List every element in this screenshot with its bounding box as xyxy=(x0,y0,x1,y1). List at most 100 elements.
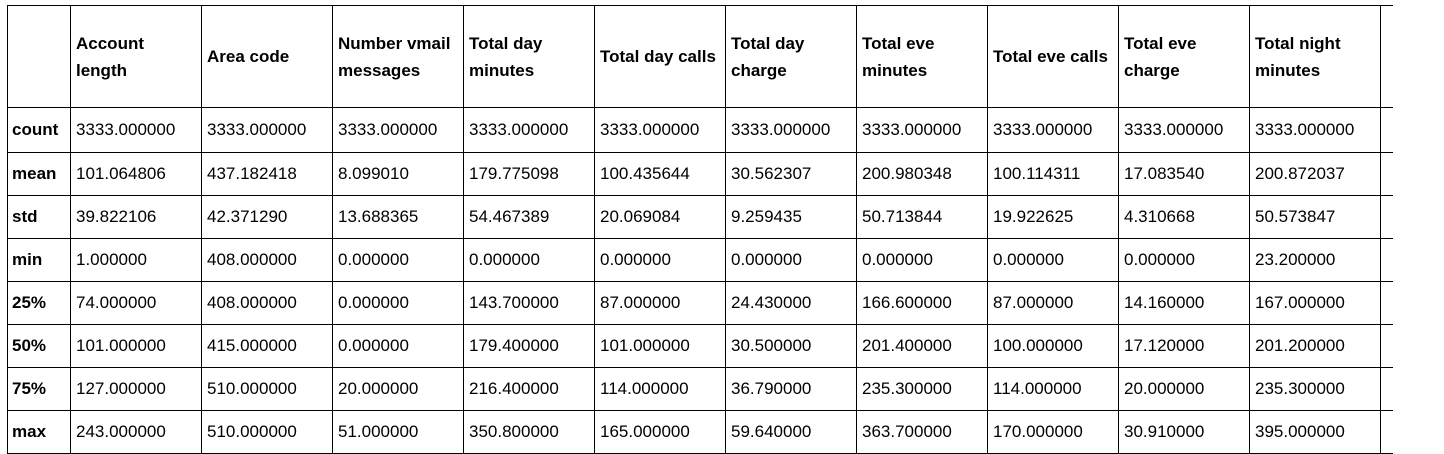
table-cell: 30.562307 xyxy=(725,152,857,196)
table-cell: 0.000000 xyxy=(1118,238,1250,282)
table-cell: 3333.000000 xyxy=(987,107,1119,153)
table-cell: 0.000000 xyxy=(332,238,464,282)
table-cell: 408.000000 xyxy=(201,238,333,282)
table-cell: 143.700000 xyxy=(463,281,595,325)
clipped-column-edge xyxy=(1380,324,1393,368)
table-cell: 54.467389 xyxy=(463,195,595,239)
table-cell: 0.000000 xyxy=(463,238,595,282)
table-cell: 4.310668 xyxy=(1118,195,1250,239)
row-label: std xyxy=(7,195,71,239)
column-header: Total eve minutes xyxy=(856,5,988,108)
clipped-column-edge xyxy=(1380,281,1393,325)
table-row: 25% 74.000000 408.000000 0.000000 143.700000… xyxy=(7,281,1393,325)
table-cell: 201.200000 xyxy=(1249,324,1381,368)
table-cell: 3333.000000 xyxy=(201,107,333,153)
describe-table-container: Account length Area code Number vmail me… xyxy=(7,5,1393,454)
table-cell: 19.922625 xyxy=(987,195,1119,239)
table-cell: 510.000000 xyxy=(201,367,333,411)
index-header-cell xyxy=(7,5,71,108)
table-cell: 166.600000 xyxy=(856,281,988,325)
table-cell: 20.069084 xyxy=(594,195,726,239)
table-cell: 165.000000 xyxy=(594,410,726,454)
table-cell: 510.000000 xyxy=(201,410,333,454)
table-cell: 36.790000 xyxy=(725,367,857,411)
table-cell: 9.259435 xyxy=(725,195,857,239)
clipped-column-edge xyxy=(1380,410,1393,454)
table-cell: 3333.000000 xyxy=(1118,107,1250,153)
table-cell: 3333.000000 xyxy=(725,107,857,153)
column-header: Account length xyxy=(70,5,202,108)
table-cell: 0.000000 xyxy=(332,324,464,368)
table-cell: 243.000000 xyxy=(70,410,202,454)
table-cell: 200.980348 xyxy=(856,152,988,196)
table-cell: 408.000000 xyxy=(201,281,333,325)
column-header: Total eve calls xyxy=(987,5,1119,108)
table-cell: 3333.000000 xyxy=(1249,107,1381,153)
table-cell: 0.000000 xyxy=(856,238,988,282)
table-cell: 437.182418 xyxy=(201,152,333,196)
column-header: Area code xyxy=(201,5,333,108)
clipped-column-edge xyxy=(1380,238,1393,282)
table-cell: 87.000000 xyxy=(987,281,1119,325)
table-cell: 235.300000 xyxy=(856,367,988,411)
table-cell: 101.064806 xyxy=(70,152,202,196)
table-cell: 23.200000 xyxy=(1249,238,1381,282)
table-cell: 101.000000 xyxy=(594,324,726,368)
table-cell: 42.371290 xyxy=(201,195,333,239)
table-cell: 50.573847 xyxy=(1249,195,1381,239)
column-header: Total day minutes xyxy=(463,5,595,108)
table-cell: 0.000000 xyxy=(332,281,464,325)
table-cell: 3333.000000 xyxy=(332,107,464,153)
table-body: count 3333.000000 3333.000000 3333.000000 33… xyxy=(7,107,1393,454)
row-label: mean xyxy=(7,152,71,196)
clipped-column-edge xyxy=(1380,367,1393,411)
table-row: max 243.000000 510.000000 51.000000 350.8000… xyxy=(7,410,1393,454)
table-cell: 127.000000 xyxy=(70,367,202,411)
table-cell: 201.400000 xyxy=(856,324,988,368)
table-cell: 179.775098 xyxy=(463,152,595,196)
table-cell: 415.000000 xyxy=(201,324,333,368)
table-cell: 30.500000 xyxy=(725,324,857,368)
clipped-column-edge xyxy=(1380,107,1393,153)
row-label: max xyxy=(7,410,71,454)
table-cell: 50.713844 xyxy=(856,195,988,239)
column-header: Number vmail messages xyxy=(332,5,464,108)
clipped-column-edge xyxy=(1380,195,1393,239)
header-row: Account length Area code Number vmail me… xyxy=(7,5,1393,108)
row-label: 75% xyxy=(7,367,71,411)
table-row: 75% 127.000000 510.000000 20.000000 216.4000… xyxy=(7,367,1393,411)
table-cell: 1.000000 xyxy=(70,238,202,282)
table-cell: 0.000000 xyxy=(594,238,726,282)
table-cell: 179.400000 xyxy=(463,324,595,368)
table-cell: 0.000000 xyxy=(725,238,857,282)
table-row: 50% 101.000000 415.000000 0.000000 179.40000… xyxy=(7,324,1393,368)
table-cell: 114.000000 xyxy=(594,367,726,411)
clipped-column-edge xyxy=(1380,152,1393,196)
table-cell: 114.000000 xyxy=(987,367,1119,411)
table-cell: 363.700000 xyxy=(856,410,988,454)
column-header: Total eve charge xyxy=(1118,5,1250,108)
row-label: count xyxy=(7,107,71,153)
table-cell: 3333.000000 xyxy=(594,107,726,153)
table-cell: 20.000000 xyxy=(332,367,464,411)
table-row: std 39.822106 42.371290 13.688365 54.467389 2… xyxy=(7,195,1393,239)
table-cell: 24.430000 xyxy=(725,281,857,325)
table-cell: 13.688365 xyxy=(332,195,464,239)
table-row: min 1.000000 408.000000 0.000000 0.000000 0.0… xyxy=(7,238,1393,282)
table-cell: 3333.000000 xyxy=(856,107,988,153)
table-cell: 100.435644 xyxy=(594,152,726,196)
table-cell: 3333.000000 xyxy=(463,107,595,153)
table-cell: 167.000000 xyxy=(1249,281,1381,325)
row-label: min xyxy=(7,238,71,282)
table-cell: 20.000000 xyxy=(1118,367,1250,411)
table-cell: 235.300000 xyxy=(1249,367,1381,411)
table-cell: 395.000000 xyxy=(1249,410,1381,454)
table-cell: 14.160000 xyxy=(1118,281,1250,325)
row-label: 25% xyxy=(7,281,71,325)
table-cell: 87.000000 xyxy=(594,281,726,325)
clipped-column-edge xyxy=(1380,5,1393,108)
table-cell: 170.000000 xyxy=(987,410,1119,454)
table-cell: 100.114311 xyxy=(987,152,1119,196)
table-cell: 51.000000 xyxy=(332,410,464,454)
table-cell: 100.000000 xyxy=(987,324,1119,368)
